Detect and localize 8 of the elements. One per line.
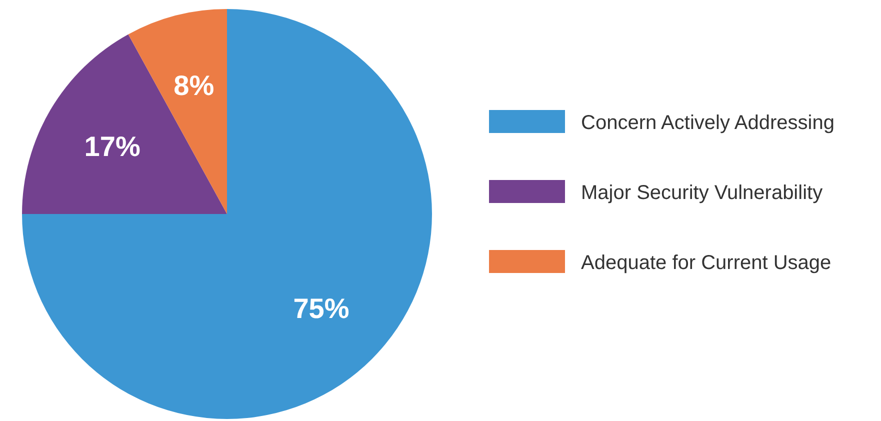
pie-slice: [22, 34, 227, 214]
legend-label: Major Security Vulnerability: [581, 182, 823, 204]
legend-label: Adequate for Current Usage: [581, 252, 832, 274]
data-label: 75%: [293, 293, 350, 324]
data-label: 17%: [84, 130, 140, 162]
legend-label: Concern Actively Addressing: [581, 112, 834, 134]
pie-slice: [22, 9, 432, 419]
data-label: 8%: [174, 70, 214, 101]
